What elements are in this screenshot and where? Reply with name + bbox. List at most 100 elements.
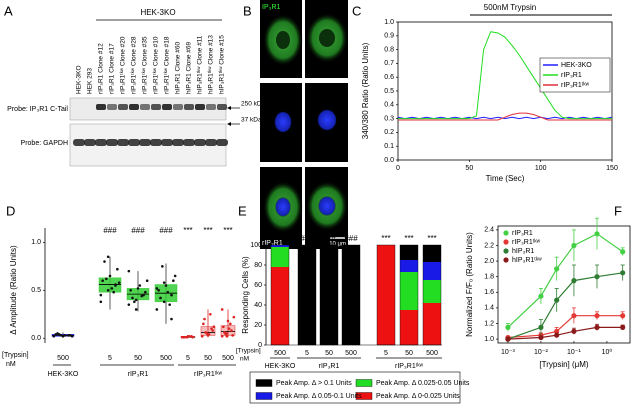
bar-segment xyxy=(320,245,338,345)
data-point xyxy=(134,308,138,311)
band xyxy=(118,104,128,110)
y-tick-label: 0.9 xyxy=(384,33,394,40)
lane-label: hIP₃R1ᵗᵏʷ Clone #11 xyxy=(197,35,204,94)
band xyxy=(106,139,118,146)
data-point xyxy=(127,303,131,306)
lane-label: rIP₃R1 Clone #17 xyxy=(109,43,116,94)
band xyxy=(73,139,85,146)
legend-swatch xyxy=(503,239,509,245)
data-point xyxy=(103,260,106,263)
data-point xyxy=(134,298,138,302)
band xyxy=(161,139,173,146)
band xyxy=(107,104,117,110)
data-point xyxy=(571,242,577,249)
legend-label: hIP₃R1 xyxy=(512,248,534,255)
unit-label: [Trypsin] xyxy=(2,352,29,359)
band xyxy=(194,139,206,146)
legend-swatch xyxy=(355,392,373,400)
series-line xyxy=(398,112,612,121)
y-tick-label: 1.4 xyxy=(484,305,494,312)
lane-label: rIP₃R1ᵗᵏʷ Clone #18 xyxy=(164,36,171,94)
data-point xyxy=(231,334,234,337)
y-tick-label: 1.6 xyxy=(484,289,494,296)
scale-bar-label: 10 μm xyxy=(329,242,346,248)
nucleus-shadow xyxy=(319,29,335,47)
y-tick-label: 1.2 xyxy=(484,320,494,327)
lane-label: HEK-3KO xyxy=(76,65,83,94)
y-axis-label: Normalized F/F₀ (Ratio Units) xyxy=(465,232,474,337)
data-point xyxy=(232,315,236,319)
data-point xyxy=(620,270,626,276)
data-point xyxy=(168,303,171,306)
legend-swatch xyxy=(355,379,373,387)
data-point xyxy=(162,281,166,284)
panel-label: E xyxy=(238,203,247,218)
group-label: HEK-3KO xyxy=(140,8,175,17)
data-point xyxy=(554,297,560,303)
data-point xyxy=(145,279,149,283)
data-point xyxy=(187,334,191,338)
data-point xyxy=(203,317,206,321)
category-label: 500 xyxy=(57,355,69,362)
y-tick-label: 1.8 xyxy=(484,274,494,281)
bar-segment xyxy=(400,260,418,272)
significance: ### xyxy=(300,234,314,243)
data-point xyxy=(620,324,626,330)
category-label: 50 xyxy=(204,355,212,362)
legend-swatch xyxy=(503,230,509,236)
data-point xyxy=(159,296,162,300)
x-tick-label: 10⁰ xyxy=(602,348,613,356)
data-point xyxy=(127,269,131,273)
category-label: 5 xyxy=(384,350,388,357)
group-label: rIP₃R1 xyxy=(128,371,149,378)
data-point xyxy=(220,308,224,311)
micrograph-panel: B IP₃R1 rIP₃R1 10 μm xyxy=(243,0,348,249)
panel-label: F xyxy=(614,203,622,218)
data-point xyxy=(162,300,166,304)
bar-segment xyxy=(377,245,395,345)
band xyxy=(205,139,217,146)
y-tick-label: 1.0 xyxy=(484,336,494,343)
significance: *** xyxy=(404,234,413,243)
group-label: rIP₃R1 xyxy=(319,363,340,370)
lane-label: rIP₃R1 Clone #12 xyxy=(98,43,105,94)
data-point xyxy=(129,288,132,292)
data-point xyxy=(170,293,173,297)
data-point xyxy=(224,333,227,336)
y-tick-label: 0.3 xyxy=(384,115,394,122)
group-label: rIP₃R1ᵗᵏʷ xyxy=(194,371,223,378)
data-point xyxy=(200,334,204,338)
y-tick-label: 1.0 xyxy=(31,239,41,246)
category-label: 50 xyxy=(134,355,142,362)
data-point xyxy=(114,283,117,286)
y-tick-label: 0.7 xyxy=(384,60,394,67)
data-point xyxy=(554,266,560,272)
lane-label: hIP₃R1ᵗᵏʷ Clone #15 xyxy=(219,35,226,94)
data-point xyxy=(99,293,103,297)
legend-swatch xyxy=(503,257,509,263)
x-axis-label: [Trypsin] (μM) xyxy=(539,360,589,369)
annotation: 500nM Trypsin xyxy=(484,3,536,12)
y-tick-label: 0.1 xyxy=(384,143,394,150)
marker-label: 250 kDa xyxy=(241,101,266,108)
data-point xyxy=(106,288,110,292)
lane-label: hIP₃R1 Clone #60 xyxy=(175,41,182,94)
data-point xyxy=(538,334,544,341)
category-label: 50 xyxy=(405,350,413,357)
y-tick-label: 0.4 xyxy=(384,102,394,109)
significance: ### xyxy=(344,234,358,243)
band xyxy=(195,104,205,110)
data-point xyxy=(538,293,544,299)
group-label: rIP₃R1ᵗᵏʷ xyxy=(395,363,424,370)
band xyxy=(151,104,161,110)
data-point xyxy=(166,290,170,294)
y-tick-label: 40 xyxy=(254,302,262,309)
unit-label: nM xyxy=(6,361,16,368)
data-point xyxy=(140,294,143,298)
category-label: 500 xyxy=(160,355,172,362)
legend-label: Peak Amp. Δ 0.025-0.05 Units xyxy=(376,380,470,387)
band xyxy=(139,139,151,146)
data-point xyxy=(116,267,119,271)
data-point xyxy=(63,334,67,337)
category-label: 500 xyxy=(345,350,357,357)
